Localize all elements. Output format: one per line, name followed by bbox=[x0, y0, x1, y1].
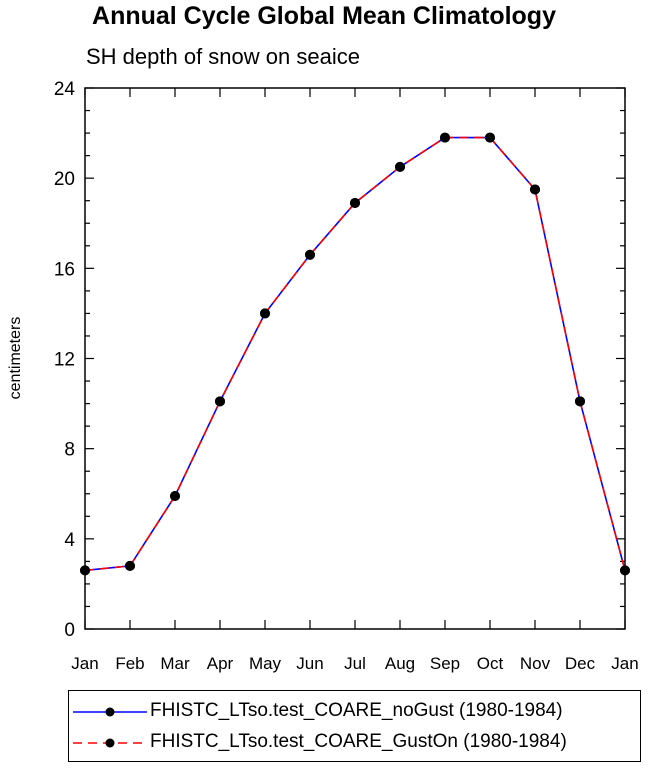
data-point-s1-1 bbox=[125, 560, 135, 571]
legend-label-guston: FHISTC_LTso.test_COARE_GustOn (1980-1984… bbox=[150, 731, 567, 752]
y-tick-label: 16 bbox=[54, 259, 75, 280]
data-point-s1-10 bbox=[530, 184, 540, 195]
data-point-s1-2 bbox=[170, 491, 180, 502]
legend-label-nogust: FHISTC_LTso.test_COARE_noGust (1980-1984… bbox=[150, 700, 563, 721]
legend-swatch-nogust bbox=[73, 707, 147, 717]
legend-swatch-guston bbox=[73, 738, 147, 748]
x-tick-label: Sep bbox=[430, 654, 460, 673]
y-tick-label: 4 bbox=[64, 530, 75, 551]
x-tick-label: Mar bbox=[160, 654, 190, 673]
plot-area: Jan Feb Mar Apr May Jun Jul Aug Sep Oct Nov Dec Jan … bbox=[54, 79, 639, 673]
x-tick-label: Jan bbox=[71, 654, 98, 673]
y-tick-label: 0 bbox=[64, 620, 75, 641]
data-point-s1-12 bbox=[620, 565, 630, 576]
x-tick-label: Nov bbox=[520, 654, 551, 673]
data-point-s1-7 bbox=[395, 161, 405, 172]
data-point-s1-6 bbox=[350, 197, 360, 208]
y-tick-label: 24 bbox=[54, 79, 76, 100]
data-point-s1-0 bbox=[80, 565, 90, 576]
data-point-s1-4 bbox=[260, 308, 270, 319]
legend-entry-nogust: FHISTC_LTso.test_COARE_noGust (1980-1984… bbox=[69, 697, 640, 727]
x-tick-label: Aug bbox=[385, 654, 415, 673]
x-tick-label: Jul bbox=[344, 654, 366, 673]
x-tick-label: Feb bbox=[115, 654, 144, 673]
x-tick-label: Apr bbox=[207, 654, 234, 673]
y-tick-label: 20 bbox=[54, 169, 75, 190]
x-tick-label: Dec bbox=[565, 654, 596, 673]
data-point-s1-5 bbox=[305, 249, 315, 260]
y-tick-label: 8 bbox=[64, 440, 75, 461]
x-tick-label: Jan bbox=[611, 654, 638, 673]
data-point-s1-11 bbox=[575, 396, 585, 407]
plot-frame bbox=[84, 87, 626, 630]
x-tick-label: Oct bbox=[477, 654, 504, 673]
x-tick-label: May bbox=[249, 654, 282, 673]
data-point-s1-8 bbox=[440, 132, 450, 143]
legend-entry-guston: FHISTC_LTso.test_COARE_GustOn (1980-1984… bbox=[69, 728, 640, 758]
legend: FHISTC_LTso.test_COARE_noGust (1980-1984… bbox=[68, 690, 641, 762]
data-point-s1-3 bbox=[215, 396, 225, 407]
chart-subtitle: SH depth of snow on seaice bbox=[86, 44, 360, 69]
chart-title: Annual Cycle Global Mean Climatology bbox=[92, 2, 556, 30]
data-point-s1-9 bbox=[485, 132, 495, 143]
x-tick-label: Jun bbox=[296, 654, 323, 673]
y-tick-label: 12 bbox=[54, 350, 75, 371]
